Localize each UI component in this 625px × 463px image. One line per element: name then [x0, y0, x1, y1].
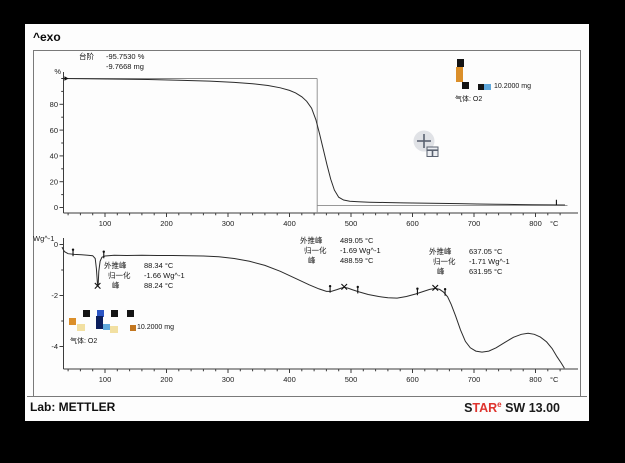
- peak-label: 归一化: [433, 257, 456, 266]
- brand-sup: e: [497, 400, 502, 409]
- peak-label: 归一化: [304, 246, 327, 255]
- legend-marker: [77, 324, 85, 331]
- legend-marker: [103, 324, 110, 330]
- gas-label: 气体: O2: [70, 338, 98, 345]
- peak-value: -1.66 Wg^-1: [144, 271, 185, 280]
- peak-value: -1.71 Wg^-1: [469, 257, 510, 266]
- peak-label: 外推峰: [104, 261, 127, 270]
- peak-annotation-1: 外推峰 88.34 °C 归一化 -1.66 Wg^-1 峰 88.24 °C: [104, 261, 185, 291]
- legend-marker: [110, 326, 118, 333]
- legend-marker: [478, 84, 484, 90]
- peak-label: 归一化: [108, 271, 131, 280]
- step-label: 台阶: [79, 52, 94, 61]
- legend-marker: [484, 84, 491, 90]
- sample-mass-label: 10.2000 mg: [494, 83, 531, 90]
- legend-marker: [69, 318, 76, 325]
- brand-rest: SW 13.00: [501, 401, 560, 416]
- legend-marker: [96, 316, 103, 329]
- step-percent-value: -95.7530 %: [106, 52, 145, 61]
- step-mass-value: -9.7668 mg: [106, 62, 144, 71]
- peak-value: 637.05 °C: [469, 247, 503, 256]
- legend-marker: [130, 325, 136, 331]
- sample-mass-label: 10.2000 mg: [137, 324, 174, 331]
- peak-label: 峰: [112, 281, 120, 290]
- peak-value: 88.24 °C: [144, 281, 174, 290]
- peak-annotation-3: 外推峰 637.05 °C 归一化 -1.71 Wg^-1 峰 631.95 °C: [429, 247, 510, 277]
- legend-marker: [457, 59, 464, 67]
- peak-label: 峰: [437, 267, 445, 276]
- brand-s: S: [464, 401, 473, 416]
- peak-label: 外推峰: [429, 247, 452, 256]
- lab-label: Lab: METTLER: [30, 400, 116, 414]
- bottom-left-legend: 10.2000 mg 气体: O2: [68, 308, 193, 350]
- peak-value: 631.95 °C: [469, 267, 503, 276]
- legend-marker: [111, 310, 118, 317]
- peak-value: 489.05 °C: [340, 236, 374, 245]
- legend-marker: [462, 82, 469, 89]
- peak-label: 峰: [308, 256, 316, 265]
- top-right-legend: 10.2000 mg 气体: O2: [455, 58, 550, 106]
- peak-label: 外推峰: [300, 236, 323, 245]
- step-annotation: 台阶 -95.7530 % -9.7668 mg: [79, 52, 144, 72]
- exo-axis-label: ^exo: [33, 30, 61, 44]
- legend-marker: [127, 310, 134, 317]
- stare-brand: STARe SW 13.00: [464, 400, 560, 415]
- legend-marker: [456, 67, 463, 82]
- peak-annotation-2: 外推峰 489.05 °C 归一化 -1.69 Wg^-1 峰 488.59 °C: [300, 236, 381, 266]
- peak-value: 88.34 °C: [144, 261, 174, 270]
- peak-value: -1.69 Wg^-1: [340, 246, 381, 255]
- gas-label: 气体: O2: [455, 96, 483, 103]
- legend-marker: [97, 310, 104, 317]
- legend-marker: [83, 310, 90, 317]
- brand-tar: TAR: [472, 401, 498, 416]
- peak-value: 488.59 °C: [340, 256, 374, 265]
